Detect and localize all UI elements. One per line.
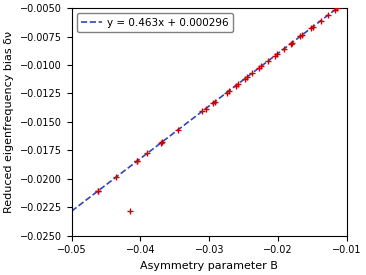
- Legend: y = 0.463x + 0.000296: y = 0.463x + 0.000296: [77, 13, 233, 32]
- Y-axis label: Reduced eigenfrequency bias δν: Reduced eigenfrequency bias δν: [4, 31, 14, 213]
- X-axis label: Asymmetry parameter B: Asymmetry parameter B: [141, 261, 278, 271]
